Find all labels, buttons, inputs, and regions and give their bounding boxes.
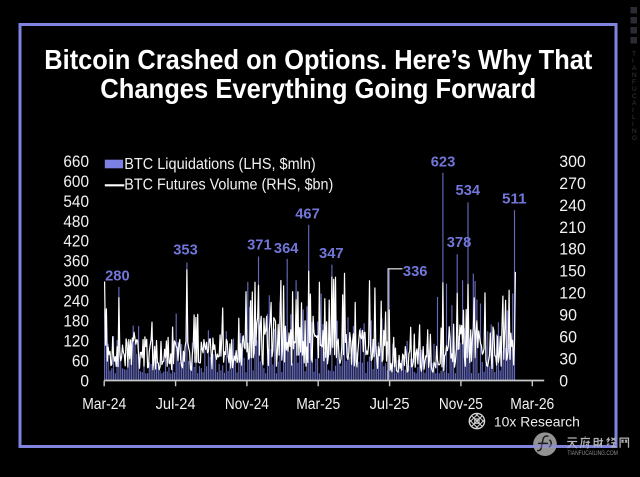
svg-text:G: G [632, 135, 637, 142]
svg-text:280: 280 [105, 269, 130, 285]
svg-text:120: 120 [559, 284, 586, 303]
svg-text:378: 378 [447, 235, 472, 251]
svg-text:210: 210 [559, 218, 586, 237]
svg-text:0: 0 [80, 371, 89, 390]
svg-text:C: C [632, 93, 637, 100]
svg-text:U: U [632, 86, 637, 93]
svg-text:420: 420 [63, 232, 89, 251]
svg-text:Nov-25: Nov-25 [439, 396, 483, 413]
svg-text:360: 360 [63, 252, 89, 271]
svg-text:A: A [632, 65, 637, 72]
svg-text:Nov-24: Nov-24 [225, 396, 269, 413]
svg-text:60: 60 [559, 328, 577, 347]
svg-text:Mar-25: Mar-25 [296, 396, 340, 413]
svg-text:353: 353 [173, 243, 198, 259]
svg-text:540: 540 [63, 192, 89, 211]
svg-text:Bitcoin Crashed on Options. He: Bitcoin Crashed on Options. Here’s Why T… [44, 44, 592, 75]
svg-text:N: N [632, 72, 637, 79]
svg-text:300: 300 [559, 152, 586, 171]
svg-text:Changes Everything Going Forwa: Changes Everything Going Forward [100, 73, 536, 104]
svg-text:F: F [632, 79, 636, 86]
svg-text:BTC Liquidations (LHS, $mln): BTC Liquidations (LHS, $mln) [124, 156, 315, 173]
svg-text:534: 534 [456, 183, 481, 199]
svg-text:T: T [632, 51, 636, 58]
svg-text:270: 270 [559, 174, 586, 193]
svg-text:336: 336 [403, 264, 428, 280]
svg-text:364: 364 [274, 241, 299, 257]
svg-text:L: L [632, 114, 636, 121]
svg-text:N: N [632, 128, 637, 135]
svg-text:347: 347 [319, 246, 344, 262]
svg-text:240: 240 [63, 292, 89, 311]
svg-text:623: 623 [431, 155, 456, 171]
svg-text:TIANFUCAILING.COM: TIANFUCAILING.COM [567, 450, 618, 457]
svg-text:480: 480 [63, 212, 89, 231]
svg-text:I: I [632, 107, 634, 114]
svg-text:Jul-24: Jul-24 [156, 396, 196, 413]
svg-text:I: I [632, 58, 634, 65]
svg-text:511: 511 [502, 191, 527, 207]
svg-text:A: A [632, 100, 637, 107]
svg-text:660: 660 [63, 152, 89, 171]
svg-text:30: 30 [559, 349, 577, 368]
svg-text:180: 180 [63, 312, 89, 331]
svg-text:300: 300 [63, 272, 89, 291]
svg-text:Mar-26: Mar-26 [510, 396, 554, 413]
svg-text:I: I [632, 121, 634, 128]
svg-text:371: 371 [247, 238, 272, 254]
svg-text:0: 0 [559, 371, 568, 390]
svg-text:10x Research: 10x Research [494, 414, 580, 429]
svg-text:180: 180 [559, 240, 586, 259]
svg-text:60: 60 [72, 351, 89, 370]
svg-text:Jul-25: Jul-25 [370, 396, 410, 413]
svg-text:600: 600 [63, 172, 89, 191]
svg-text:Mar-24: Mar-24 [82, 396, 126, 413]
svg-text:90: 90 [559, 306, 577, 325]
svg-text:467: 467 [295, 207, 320, 223]
svg-text:BTC Futures Volume (RHS, $bn): BTC Futures Volume (RHS, $bn) [124, 177, 333, 194]
svg-text:240: 240 [559, 196, 586, 215]
svg-text:150: 150 [559, 262, 586, 281]
svg-text:120: 120 [63, 332, 89, 351]
